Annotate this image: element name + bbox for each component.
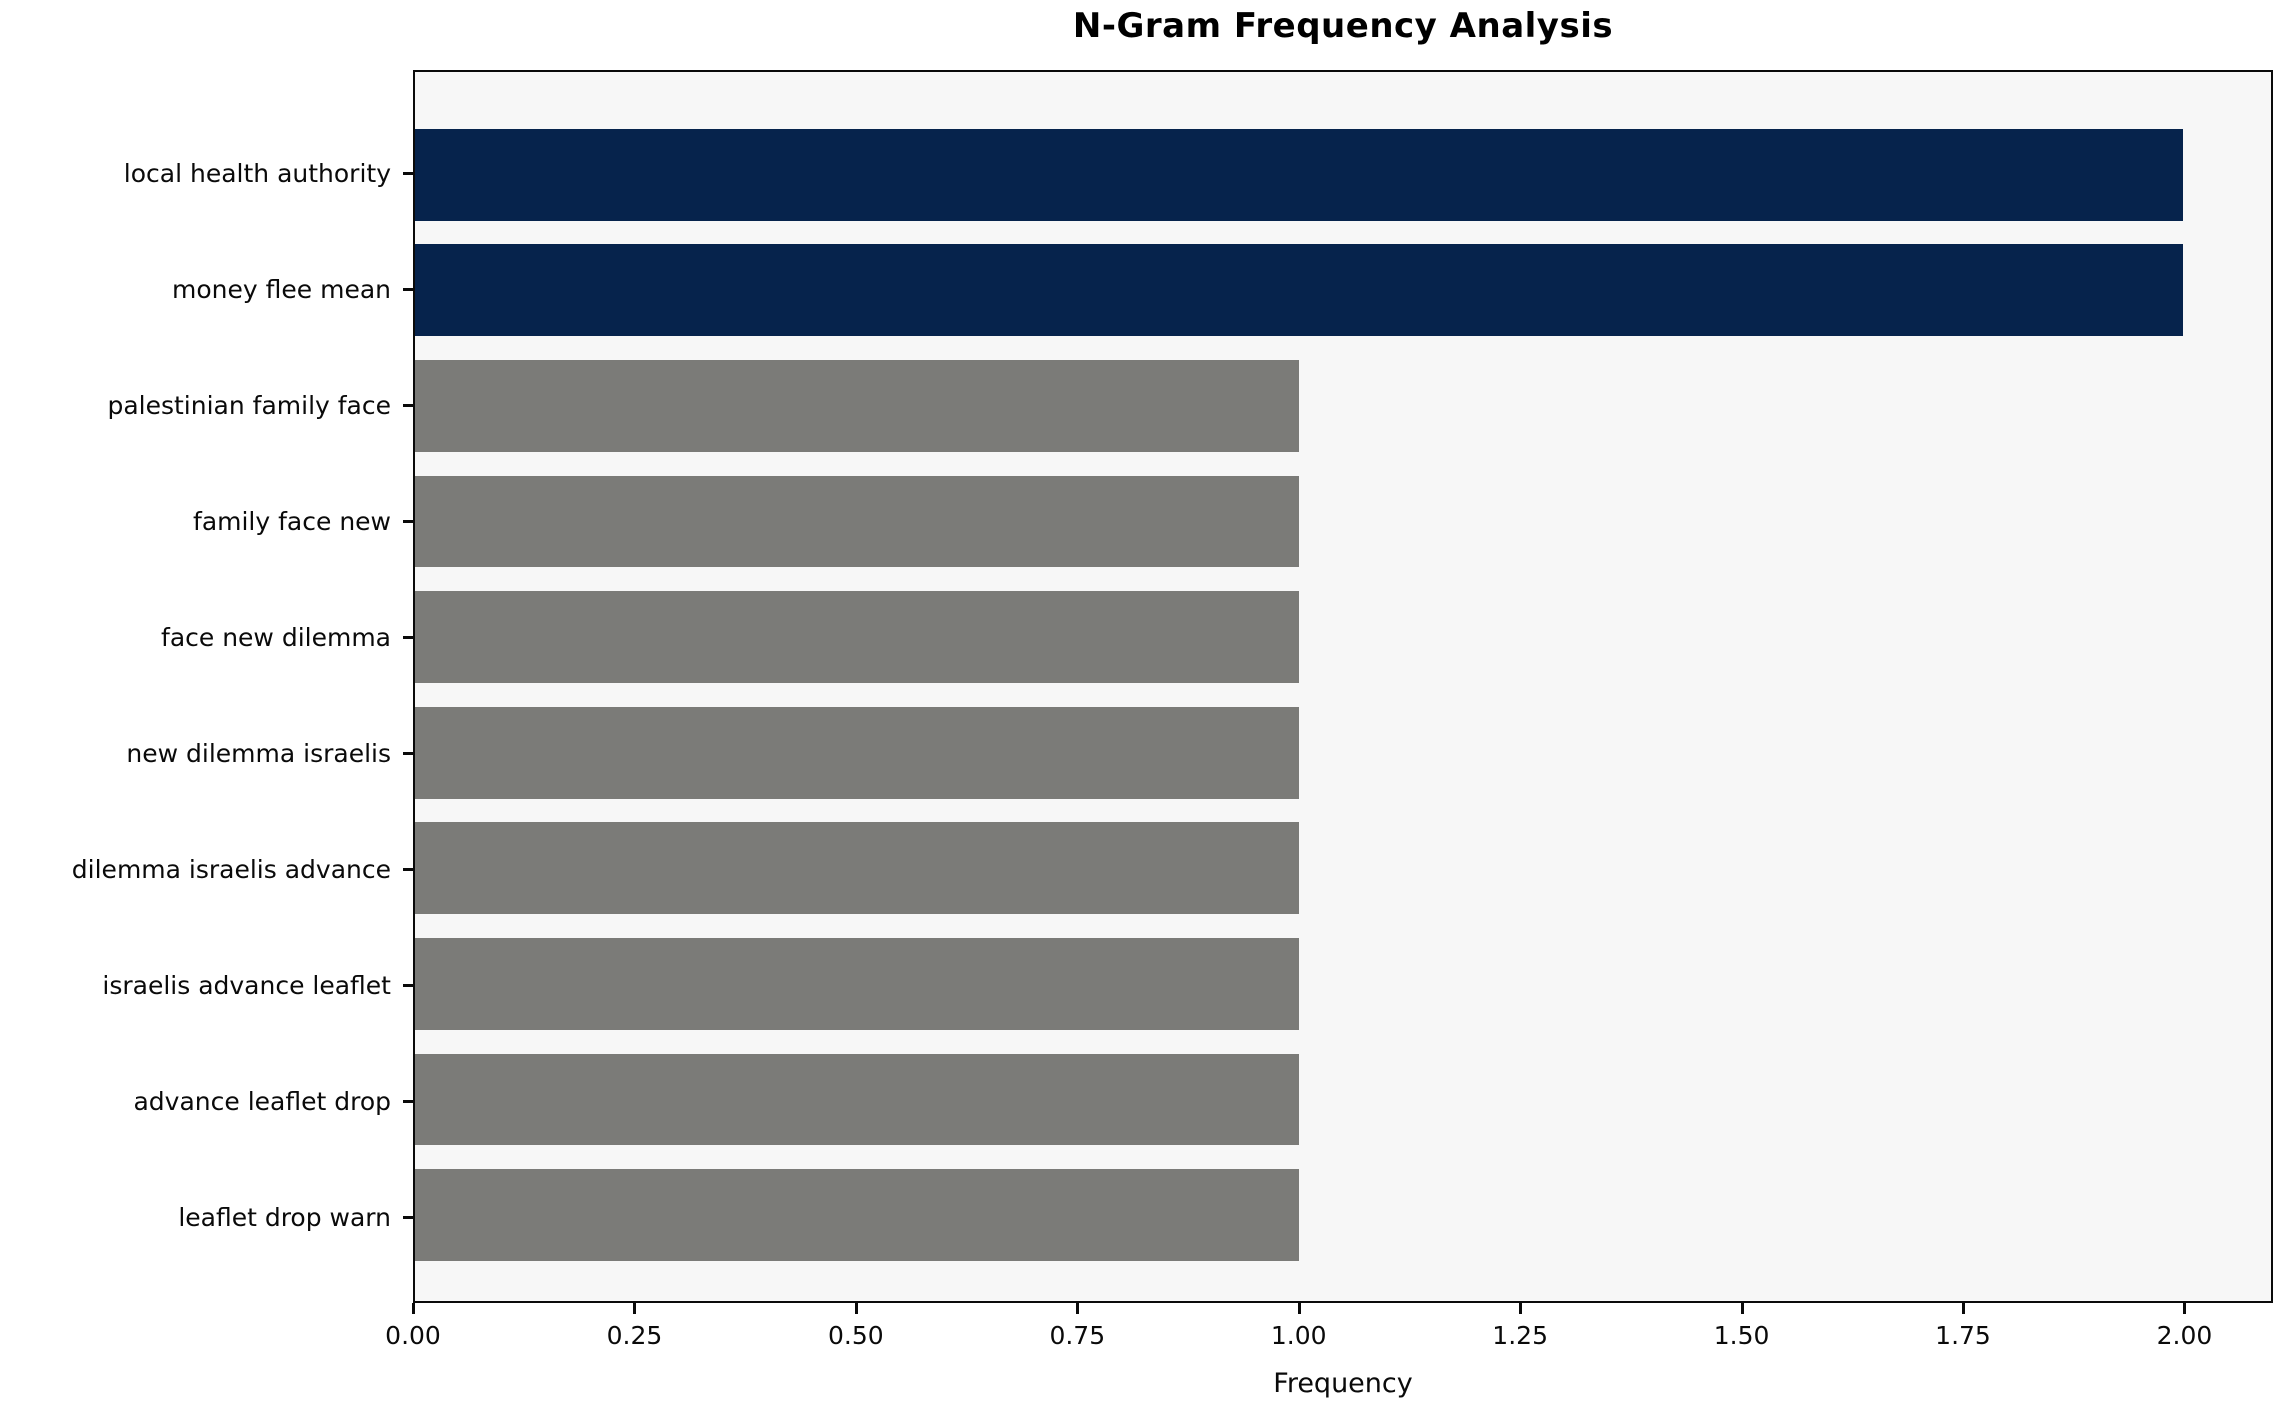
y-tick-label: dilemma israelis advance bbox=[71, 854, 391, 884]
bar-face-new-dilemma bbox=[415, 591, 1299, 684]
x-tick-label: 1.25 bbox=[1492, 1321, 1548, 1350]
x-axis-title: Frequency bbox=[1273, 1368, 1413, 1399]
x-tick-label: 0.00 bbox=[385, 1321, 441, 1350]
bar-row bbox=[415, 1042, 2271, 1158]
y-label-row: palestinian family face bbox=[0, 347, 413, 463]
y-tick-label: advance leaflet drop bbox=[133, 1086, 391, 1116]
x-tick-mark bbox=[1519, 1303, 1523, 1314]
y-label-row: money flee mean bbox=[0, 231, 413, 347]
y-tick-label: palestinian family face bbox=[107, 390, 391, 420]
y-label-row: advance leaflet drop bbox=[0, 1043, 413, 1159]
y-tick-label: local health authority bbox=[123, 158, 391, 188]
y-tick-mark bbox=[403, 1100, 413, 1103]
y-label-row: face new dilemma bbox=[0, 579, 413, 695]
y-label-row: new dilemma israelis bbox=[0, 695, 413, 811]
bar-row bbox=[415, 1157, 2271, 1273]
y-tick-label: israelis advance leaflet bbox=[102, 970, 391, 1000]
bar-family-face-new bbox=[415, 475, 1299, 568]
bar-row bbox=[415, 233, 2271, 349]
x-axis-ticks: 0.00 0.25 0.50 0.75 1.00 1.25 1.50 1.75 2.00 bbox=[385, 1303, 2273, 1373]
x-tick-mark bbox=[2183, 1303, 2187, 1314]
bar-row bbox=[415, 579, 2271, 695]
x-tick-label: 0.50 bbox=[828, 1321, 884, 1350]
y-label-row: leaflet drop warn bbox=[0, 1159, 413, 1275]
x-tick-label: 1.50 bbox=[1713, 1321, 1770, 1350]
y-tick-mark bbox=[403, 520, 413, 523]
y-tick-mark bbox=[403, 752, 413, 755]
x-tick-mark bbox=[1076, 1303, 1080, 1314]
bar-row bbox=[415, 695, 2271, 811]
x-tick-mark bbox=[1962, 1303, 1965, 1314]
bar-row bbox=[415, 464, 2271, 580]
y-tick-mark bbox=[403, 404, 413, 407]
bar-row bbox=[415, 926, 2271, 1042]
bar-new-dilemma-israelis bbox=[415, 706, 1299, 799]
chart-title: N-Gram Frequency Analysis bbox=[1072, 6, 1614, 46]
y-label-row: local health authority bbox=[0, 115, 413, 231]
y-label-row: israelis advance leaflet bbox=[0, 927, 413, 1043]
y-tick-mark bbox=[403, 984, 413, 987]
x-tick-mark bbox=[854, 1303, 858, 1314]
y-tick-label: leaflet drop warn bbox=[178, 1202, 391, 1232]
x-tick-label: 1.00 bbox=[1270, 1321, 1327, 1350]
y-tick-label: money flee mean bbox=[172, 274, 391, 304]
bar-palestinian-family-face bbox=[415, 360, 1299, 452]
bar-row bbox=[415, 117, 2271, 233]
y-tick-mark bbox=[403, 868, 413, 871]
y-tick-label: face new dilemma bbox=[161, 622, 391, 652]
bar-israelis-advance-leaflet bbox=[415, 938, 1299, 1030]
bar-leaflet-drop-warn bbox=[415, 1169, 1299, 1262]
x-tick-label: 0.75 bbox=[1049, 1321, 1106, 1350]
y-tick-label: family face new bbox=[193, 506, 391, 536]
x-tick-mark bbox=[1297, 1303, 1301, 1314]
y-tick-mark bbox=[403, 288, 413, 291]
x-tick-label: 2.00 bbox=[2156, 1321, 2213, 1350]
x-tick-mark bbox=[633, 1303, 637, 1314]
y-label-row: family face new bbox=[0, 463, 413, 579]
bar-row bbox=[415, 811, 2271, 927]
bar-money-flee-mean bbox=[415, 244, 2183, 337]
y-tick-mark bbox=[403, 172, 413, 175]
bar-local-health-authority bbox=[415, 128, 2183, 221]
y-tick-mark bbox=[403, 1216, 413, 1219]
y-tick-label: new dilemma israelis bbox=[126, 738, 391, 768]
y-axis-labels: local health authority money flee mean pal… bbox=[0, 115, 413, 1275]
x-tick-label: 0.25 bbox=[606, 1321, 663, 1350]
bar-row bbox=[415, 348, 2271, 464]
x-tick-mark bbox=[412, 1303, 415, 1314]
bar-advance-leaflet-drop bbox=[415, 1053, 1299, 1146]
plot-area bbox=[413, 70, 2273, 1303]
x-tick-mark bbox=[1740, 1303, 1744, 1314]
y-label-row: dilemma israelis advance bbox=[0, 811, 413, 927]
y-tick-mark bbox=[403, 636, 413, 639]
bar-dilemma-israelis-advance bbox=[415, 822, 1299, 915]
x-tick-label: 1.75 bbox=[1935, 1321, 1991, 1350]
